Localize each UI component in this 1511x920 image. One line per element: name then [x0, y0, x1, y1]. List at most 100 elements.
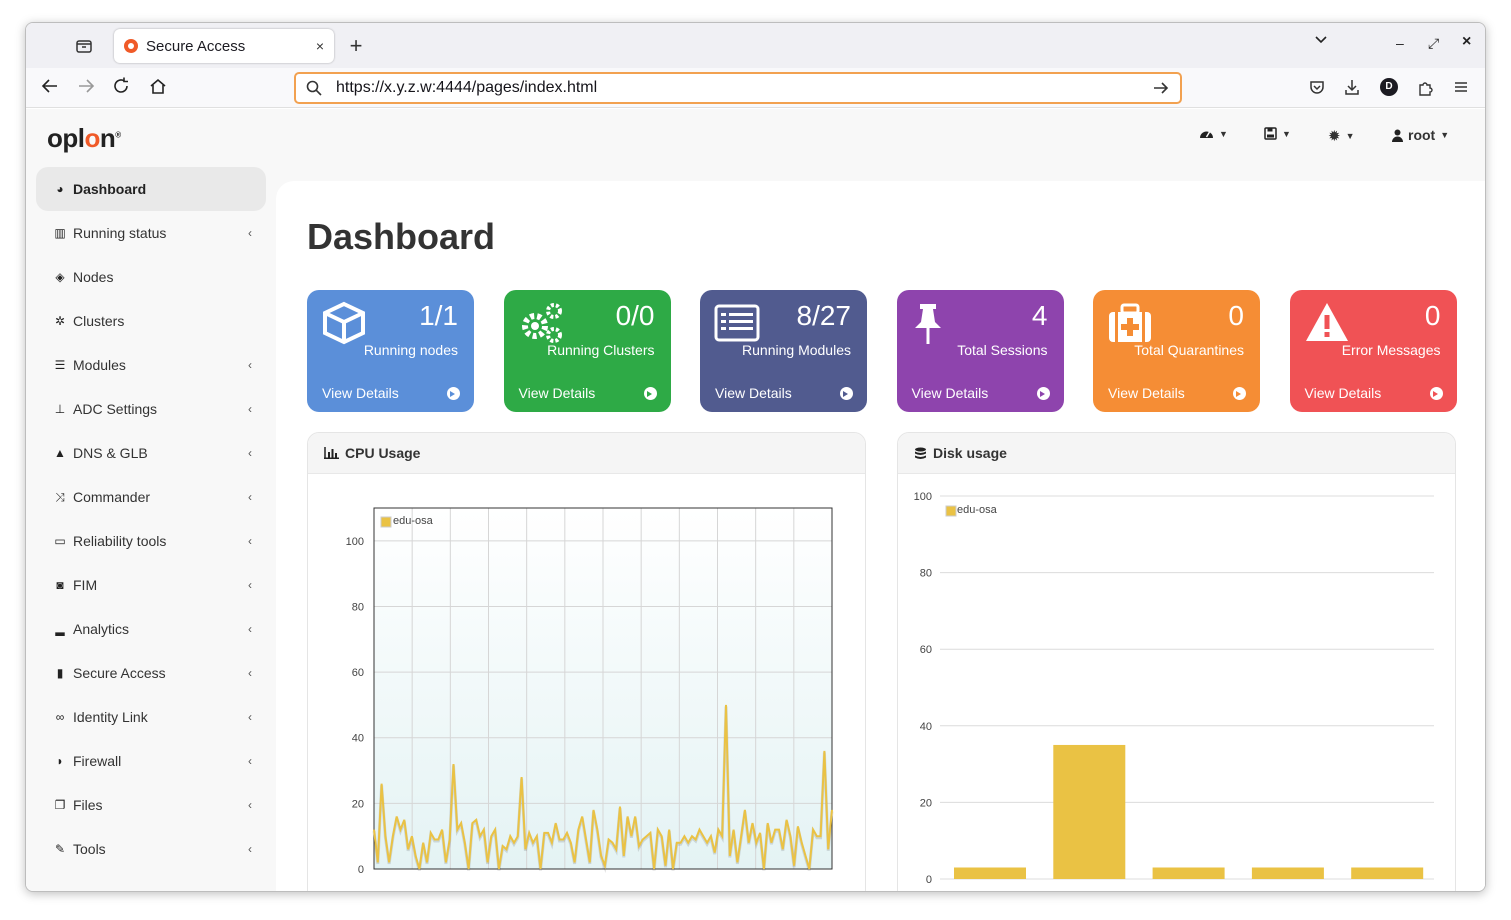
logo-registered: ® — [115, 130, 121, 140]
sidebar-item-dns-glb[interactable]: ▲ DNS & GLB ‹ — [36, 431, 266, 475]
list-icon — [714, 300, 760, 346]
oplon-favicon-icon — [124, 39, 138, 53]
sidebar-item-label: Reliability tools — [73, 533, 167, 549]
view-details-link[interactable]: View Details — [322, 385, 460, 401]
stat-card-running-clusters: 0/0 Running Clusters View Details — [503, 290, 671, 412]
sidebar-item-analytics[interactable]: ▂ Analytics ‹ — [36, 607, 266, 651]
account-avatar[interactable]: D — [1380, 78, 1398, 96]
disk-legend-label: edu-osa — [957, 504, 998, 516]
new-tab-button[interactable]: + — [349, 33, 363, 58]
downloads-icon[interactable] — [1343, 78, 1361, 96]
list-icon: ☰ — [54, 358, 66, 372]
cpu-usage-chart: 0 20 40 60 80 100 edu-osa — [346, 507, 834, 876]
view-details-label: View Details — [322, 385, 399, 401]
sidebar-item-firewall[interactable]: ◗ Firewall ‹ — [36, 739, 266, 783]
card-value: 0/0 — [615, 300, 655, 331]
reload-icon[interactable] — [110, 76, 134, 96]
sidebar-item-files[interactable]: ❐ Files ‹ — [36, 783, 266, 827]
sidebar: ◕ Dashboard ▥ Running status ‹ ◈ Nodes ✲ Cluster… — [36, 167, 266, 871]
cpu-panel-title: CPU Usage — [345, 445, 421, 461]
disk-bar — [1152, 867, 1225, 879]
card-value: 8/27 — [796, 300, 852, 331]
tab-overview-icon[interactable] — [74, 36, 94, 56]
list-all-tabs-icon[interactable] — [1314, 33, 1328, 52]
username-label: root — [1408, 127, 1436, 143]
tab-title: Secure Access — [146, 37, 246, 55]
sidebar-item-commander[interactable]: ⤨ Commander ‹ — [36, 475, 266, 519]
page-title: Dashboard — [307, 216, 496, 257]
wrench-icon: ✎ — [54, 842, 66, 856]
disk-y-tick-label: 20 — [920, 797, 932, 809]
view-details-link[interactable]: View Details — [1108, 385, 1246, 401]
chevron-left-icon: ‹ — [248, 798, 252, 812]
chevron-left-icon: ‹ — [248, 490, 252, 504]
view-details-link[interactable]: View Details — [715, 385, 853, 401]
arrow-circle-right-icon — [643, 386, 657, 400]
arrow-circle-right-icon — [447, 386, 460, 400]
menu-hamburger-icon[interactable] — [1452, 78, 1470, 96]
sidebar-item-tools[interactable]: ✎ Tools ‹ — [36, 827, 266, 871]
sidebar-item-label: ADC Settings — [73, 401, 158, 417]
sidebar-item-running-status[interactable]: ▥ Running status ‹ — [36, 211, 266, 255]
card-value: 4 — [1031, 300, 1048, 331]
address-bar[interactable]: https://x.y.z.w:4444/pages/index.html — [294, 72, 1182, 104]
view-details-link[interactable]: View Details — [912, 385, 1050, 401]
dashboard-menu-toggle[interactable]: ▼ — [1199, 127, 1228, 140]
sidebar-item-adc-settings[interactable]: ⊥ ADC Settings ‹ — [36, 387, 266, 431]
close-window-button[interactable]: × — [1462, 33, 1472, 50]
logo-text-end: n — [99, 123, 116, 153]
settings-menu-toggle[interactable]: ✹ ▼ — [1328, 127, 1355, 145]
minimize-button[interactable]: – — [1396, 35, 1404, 51]
back-arrow-icon[interactable] — [38, 76, 62, 96]
caret-down-icon: ▼ — [1345, 131, 1355, 141]
cpu-y-tick-label: 0 — [358, 864, 364, 876]
sidebar-item-label: Analytics — [73, 621, 130, 637]
oplon-logo[interactable]: oplon® — [47, 123, 121, 154]
card-label: Total Quarantines — [1134, 342, 1244, 358]
sidebar-item-identity-link[interactable]: ∞ Identity Link ‹ — [36, 695, 266, 739]
restore-button[interactable]: ⤢ — [1428, 35, 1440, 51]
card-label: Running Modules — [742, 342, 851, 358]
chevron-left-icon: ‹ — [248, 226, 252, 240]
sidebar-item-label: Tools — [73, 841, 106, 857]
bar-chart-icon: ▥ — [54, 226, 66, 240]
tab-close-icon[interactable]: × — [315, 38, 324, 54]
sidebar-item-reliability-tools[interactable]: ▭ Reliability tools ‹ — [36, 519, 266, 563]
cogs-icon: ✲ — [54, 314, 66, 328]
card-value: 1/1 — [419, 300, 458, 331]
extensions-icon[interactable] — [1416, 78, 1434, 96]
card-value: 0 — [1228, 300, 1244, 331]
sidebar-item-clusters[interactable]: ✲ Clusters — [36, 299, 266, 343]
caret-down-icon: ▼ — [1440, 130, 1450, 140]
sidebar-item-secure-access[interactable]: ▮ Secure Access ‹ — [36, 651, 266, 695]
sidebar-item-fim[interactable]: ◙ FIM ‹ — [36, 563, 266, 607]
cpu-y-tick-label: 60 — [352, 667, 364, 679]
forward-arrow-icon[interactable] — [74, 76, 98, 96]
sidebar-item-label: Modules — [73, 357, 126, 373]
chevron-left-icon: ‹ — [248, 754, 252, 768]
user-menu-toggle[interactable]: root ▼ — [1392, 127, 1449, 143]
sidebar-item-nodes[interactable]: ◈ Nodes — [36, 255, 266, 299]
view-details-link[interactable]: View Details — [1305, 385, 1443, 401]
cpu-panel-header: CPU Usage — [308, 433, 865, 474]
url-text[interactable]: https://x.y.z.w:4444/pages/index.html — [336, 79, 598, 96]
sidebar-item-modules[interactable]: ☰ Modules ‹ — [36, 343, 266, 387]
camera-icon: ◙ — [56, 578, 64, 592]
sidebar-item-dashboard[interactable]: ◕ Dashboard — [36, 167, 266, 211]
home-icon[interactable] — [146, 76, 170, 96]
pocket-icon[interactable] — [1308, 78, 1326, 96]
browser-tab-secure-access[interactable]: Secure Access × — [114, 29, 334, 63]
save-menu-toggle[interactable]: ▼ — [1264, 127, 1291, 140]
disk-panel-title: Disk usage — [933, 445, 1007, 461]
logo-text: opl — [47, 123, 85, 153]
navigation-toolbar: https://x.y.z.w:4444/pages/index.html D — [26, 68, 1485, 108]
cpu-legend-label: edu-osa — [393, 515, 434, 527]
view-details-label: View Details — [715, 385, 792, 401]
cube-icon: ◈ — [55, 270, 65, 284]
go-arrow-icon[interactable] — [1152, 80, 1170, 96]
chevron-left-icon: ‹ — [248, 666, 252, 680]
cpu-usage-panel: CPU Usage 0 20 40 60 80 100 edu-osa — [307, 432, 866, 891]
view-details-link[interactable]: View Details — [519, 385, 657, 401]
pushpin-icon — [911, 300, 957, 346]
cpu-series-line — [373, 704, 833, 870]
